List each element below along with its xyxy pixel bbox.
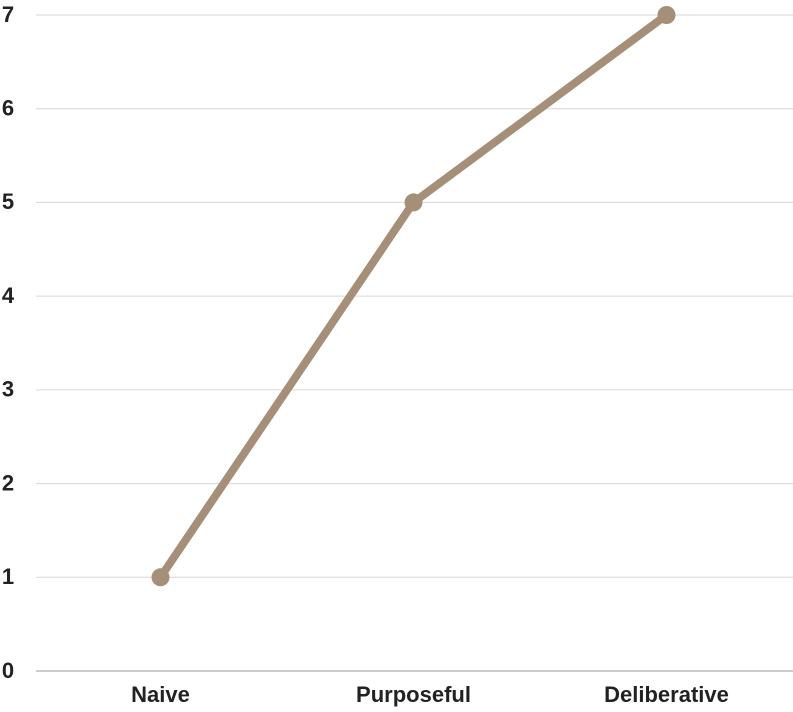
point [657, 6, 676, 24]
x-tick-label: Deliberative [604, 682, 729, 707]
y-tick-label: 0 [2, 658, 14, 683]
y-tick-label: 6 [2, 96, 14, 121]
y-tick-label: 1 [2, 564, 14, 589]
point [404, 193, 423, 212]
y-tick-label: 5 [2, 189, 14, 214]
x-tick-label: Naive [131, 682, 190, 707]
point [151, 568, 170, 587]
y-tick-label: 3 [2, 377, 14, 402]
y-tick-label: 4 [2, 283, 15, 308]
y-tick-label: 2 [2, 470, 14, 495]
x-tick-label: Purposeful [356, 682, 471, 707]
y-tick-label: 7 [2, 2, 14, 27]
